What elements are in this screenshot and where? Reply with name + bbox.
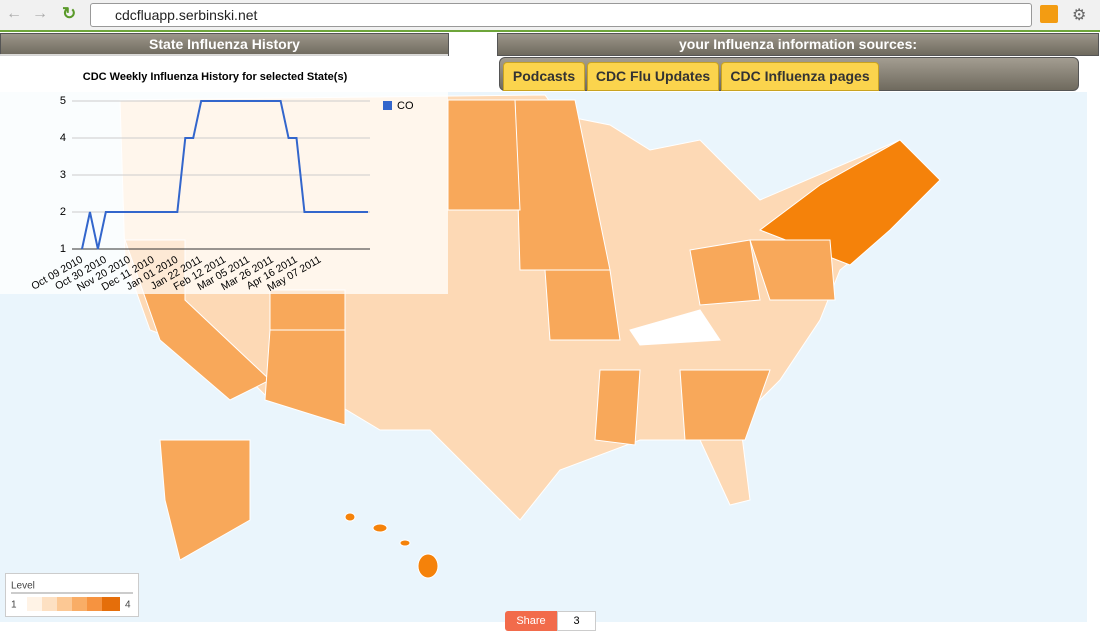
- legend-swatch: [27, 597, 42, 611]
- back-button[interactable]: ←: [6, 5, 22, 22]
- right-panel-header: your Influenza information sources:: [497, 33, 1099, 56]
- legend-label: CO: [397, 100, 414, 112]
- browser-toolbar: ← → ↻ cdcfluapp.serbinski.net ⚙: [0, 0, 1100, 32]
- share-button[interactable]: Share: [505, 611, 557, 631]
- y-tick-label: 1: [60, 243, 66, 255]
- state-region: [629, 309, 721, 346]
- state-region: [758, 139, 941, 266]
- legend-swatch: [57, 597, 72, 611]
- state-region: [689, 239, 761, 306]
- hawaii: [417, 553, 439, 579]
- left-panel-header: State Influenza History: [0, 33, 449, 56]
- state-region: [544, 269, 621, 341]
- state-region: [679, 369, 771, 441]
- reload-button[interactable]: ↻: [62, 4, 77, 23]
- legend-title: Level: [11, 581, 35, 592]
- tab[interactable]: CDC Flu Updates: [587, 62, 719, 91]
- state-region: [447, 99, 521, 211]
- state-region: [749, 239, 836, 301]
- legend-swatch: [87, 597, 102, 611]
- hawaii: [399, 539, 411, 547]
- y-tick-label: 3: [60, 169, 66, 181]
- legend-swatch: [102, 597, 120, 611]
- chart-background: [0, 54, 448, 294]
- state-region: [269, 289, 346, 331]
- hawaii: [372, 523, 388, 533]
- legend-max: 4: [125, 600, 131, 611]
- share-count: 3: [557, 611, 596, 631]
- chart-title: CDC Weekly Influenza History for selecte…: [83, 71, 348, 83]
- settings-icon[interactable]: ⚙: [1072, 7, 1087, 24]
- legend-swatch: [42, 597, 57, 611]
- forward-button[interactable]: →: [32, 5, 48, 22]
- chart: CDC Weekly Influenza History for selecte…: [0, 54, 448, 294]
- y-tick-label: 5: [60, 95, 66, 107]
- tab[interactable]: Podcasts: [503, 62, 585, 91]
- alaska: [159, 439, 251, 561]
- data-line: [81, 100, 368, 250]
- map-legend: Level 1 4: [5, 573, 139, 617]
- y-tick-label: 2: [60, 206, 66, 218]
- url-text: cdcfluapp.serbinski.net: [115, 7, 258, 23]
- legend-min: 1: [11, 600, 17, 611]
- legend-swatch: [383, 101, 392, 110]
- y-tick-label: 4: [60, 132, 66, 144]
- legend-swatch: [72, 597, 87, 611]
- hawaii: [344, 512, 356, 522]
- state-region: [594, 369, 641, 446]
- url-bar[interactable]: cdcfluapp.serbinski.net: [90, 3, 1032, 27]
- tab[interactable]: CDC Influenza pages: [721, 62, 879, 91]
- extension-icon[interactable]: [1040, 5, 1058, 23]
